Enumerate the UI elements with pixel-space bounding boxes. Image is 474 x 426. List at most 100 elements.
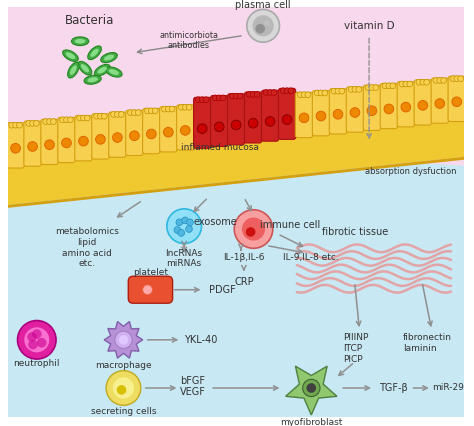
Text: IL-1β,IL-6: IL-1β,IL-6 [223,253,264,262]
Circle shape [179,104,184,110]
FancyBboxPatch shape [75,115,92,161]
Circle shape [454,76,460,81]
Text: plasma cell: plasma cell [235,0,291,10]
Ellipse shape [66,52,75,59]
Text: miR-29: miR-29 [432,383,464,392]
FancyBboxPatch shape [295,92,313,138]
Ellipse shape [91,49,99,57]
Circle shape [333,109,343,119]
Ellipse shape [78,61,92,75]
Circle shape [401,102,410,112]
Circle shape [113,377,134,399]
Text: PICP: PICP [343,354,363,363]
Ellipse shape [109,69,119,75]
Text: PIIINP: PIIINP [343,334,368,343]
Text: secreting cells: secreting cells [91,406,156,416]
Circle shape [187,219,193,226]
Ellipse shape [75,39,85,43]
Circle shape [450,76,456,81]
Circle shape [197,124,207,133]
FancyBboxPatch shape [58,118,75,163]
Polygon shape [8,118,465,205]
FancyBboxPatch shape [24,121,41,166]
Circle shape [318,90,324,96]
Text: ITCP: ITCP [343,344,362,353]
Circle shape [24,327,49,352]
Circle shape [34,121,39,126]
Circle shape [129,131,139,141]
Ellipse shape [84,75,101,84]
Circle shape [60,117,65,123]
Ellipse shape [101,52,117,63]
Circle shape [399,81,405,87]
Ellipse shape [70,65,77,75]
Circle shape [390,83,396,89]
FancyBboxPatch shape [160,106,177,152]
Circle shape [437,78,443,83]
Text: IL-9,IL-8 etc.: IL-9,IL-8 etc. [283,253,339,262]
Circle shape [322,90,328,96]
Text: lipid: lipid [77,238,97,247]
Text: Bacteria: Bacteria [65,14,114,26]
Text: TGF-β: TGF-β [379,383,408,393]
Circle shape [98,113,103,119]
FancyBboxPatch shape [210,95,228,147]
Circle shape [416,79,422,85]
Circle shape [148,108,154,114]
Circle shape [79,136,88,146]
Circle shape [373,85,379,90]
Circle shape [11,144,20,153]
Circle shape [314,90,320,96]
FancyBboxPatch shape [7,123,24,168]
Ellipse shape [68,62,79,78]
Polygon shape [8,6,465,167]
Ellipse shape [104,55,114,60]
Circle shape [246,227,255,237]
Circle shape [284,88,290,94]
Circle shape [182,217,189,224]
FancyBboxPatch shape [128,276,173,303]
Circle shape [9,122,15,128]
Polygon shape [8,157,465,208]
Circle shape [367,106,377,115]
Circle shape [234,210,273,248]
Text: inflamed mucosa: inflamed mucosa [181,143,259,152]
Text: immune cell: immune cell [260,220,320,230]
Text: vitamin D: vitamin D [344,21,394,31]
FancyBboxPatch shape [363,85,381,130]
Circle shape [237,93,243,99]
Circle shape [17,122,22,128]
Circle shape [26,121,32,126]
FancyBboxPatch shape [177,105,194,150]
Ellipse shape [88,46,101,60]
Circle shape [435,99,445,108]
FancyBboxPatch shape [380,83,398,129]
Circle shape [302,379,320,397]
Text: metabolomics: metabolomics [55,227,119,236]
Text: fibronectin: fibronectin [403,334,452,343]
Text: miRNAs: miRNAs [166,259,202,268]
Ellipse shape [87,77,98,82]
Circle shape [113,133,122,142]
FancyBboxPatch shape [143,109,160,154]
FancyBboxPatch shape [431,78,448,123]
Circle shape [131,110,137,115]
Circle shape [242,218,265,241]
Circle shape [115,331,132,348]
Circle shape [182,104,188,110]
Circle shape [352,86,358,92]
Circle shape [420,79,426,85]
Circle shape [350,108,360,117]
Circle shape [77,115,82,121]
Circle shape [46,119,53,124]
Text: macrophage: macrophage [95,361,152,370]
Ellipse shape [106,67,122,77]
Circle shape [18,320,56,359]
Circle shape [101,113,107,119]
Circle shape [186,226,192,233]
Circle shape [301,92,307,98]
Circle shape [233,93,239,99]
Circle shape [145,108,150,114]
FancyBboxPatch shape [109,112,126,157]
Circle shape [200,97,205,103]
